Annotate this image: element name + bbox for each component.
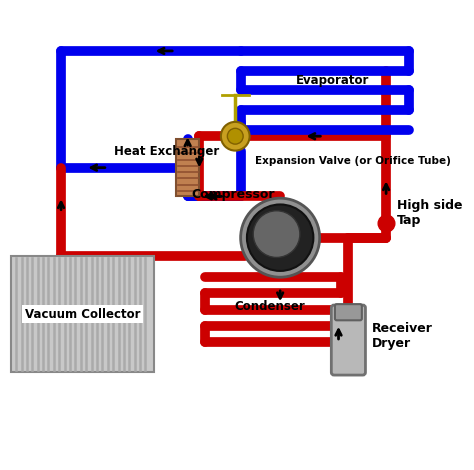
Text: Condenser: Condenser [234,300,305,313]
Circle shape [221,122,250,150]
Circle shape [247,204,313,271]
Bar [11,256,155,372]
Text: Heat Exchanger: Heat Exchanger [114,145,219,158]
Text: Expansion Valve (or Orifice Tube): Expansion Valve (or Orifice Tube) [255,157,451,166]
FancyBboxPatch shape [331,305,365,375]
Circle shape [241,198,319,277]
Circle shape [253,211,300,258]
FancyBboxPatch shape [335,304,362,320]
Text: High side
Tap: High side Tap [397,198,462,227]
Text: Receiver
Dryer: Receiver Dryer [372,321,433,350]
Bar [176,139,200,196]
Circle shape [228,128,243,144]
Text: Compressor: Compressor [191,188,275,201]
Text: Evaporator: Evaporator [296,74,369,87]
Text: Vacuum Collector: Vacuum Collector [25,307,140,321]
